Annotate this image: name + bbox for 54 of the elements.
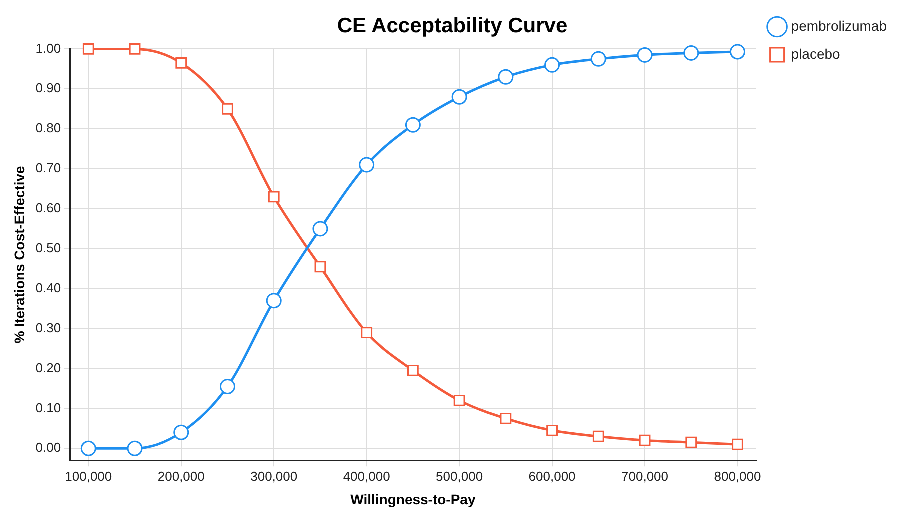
y-tick-label: 1.00 — [36, 40, 62, 56]
point — [359, 157, 375, 173]
x-tick-label: 800,000 — [714, 468, 762, 484]
x-tick-label: 600,000 — [528, 468, 576, 484]
y-tick-label: 0.00 — [36, 440, 62, 456]
point — [498, 69, 514, 85]
point — [730, 44, 746, 60]
point — [454, 394, 466, 406]
point — [732, 438, 744, 450]
x-tick-label: 700,000 — [622, 468, 669, 484]
y-tick-label: 0.30 — [36, 320, 62, 336]
point — [220, 378, 236, 394]
point — [544, 57, 560, 73]
point — [452, 89, 468, 105]
point — [312, 221, 328, 237]
point — [500, 412, 512, 424]
chart-title: CE Acceptability Curve — [337, 14, 568, 38]
y-tick-label: 0.70 — [36, 160, 62, 176]
point — [266, 293, 282, 309]
y-tick-label: 0.40 — [36, 280, 62, 296]
x-tick-label: 400,000 — [343, 468, 390, 484]
point — [176, 57, 188, 69]
point — [361, 327, 373, 338]
point — [268, 191, 280, 203]
point — [82, 44, 94, 55]
point — [80, 440, 96, 456]
y-tick-label: 0.90 — [36, 80, 62, 96]
point — [590, 51, 606, 67]
y-tick-label: 0.20 — [36, 360, 62, 376]
point — [314, 261, 326, 273]
point — [405, 117, 421, 133]
x-tick-label: 200,000 — [158, 468, 205, 484]
point — [684, 45, 700, 61]
point — [546, 424, 558, 436]
point — [639, 434, 651, 446]
y-tick-label: 0.50 — [36, 240, 62, 256]
point — [407, 365, 419, 376]
point — [222, 103, 234, 115]
y-tick-label: 0.80 — [36, 120, 62, 136]
point — [637, 47, 653, 63]
y-tick-label: 0.60 — [36, 200, 62, 216]
x-tick-label: 300,000 — [250, 468, 298, 484]
y-axis-title: % Iterations Cost-Effective — [11, 166, 28, 344]
point — [129, 44, 141, 55]
x-axis-title: Willingness-to-Pay — [350, 491, 476, 508]
point — [686, 436, 698, 448]
point — [174, 424, 190, 440]
y-tick-label: 0.10 — [36, 400, 62, 416]
x-tick-label: 500,000 — [436, 468, 484, 484]
legend-label: placebo — [791, 46, 841, 62]
point — [592, 430, 604, 442]
point — [127, 440, 143, 456]
x-tick-label: 100,000 — [65, 468, 112, 484]
legend-label: pembrolizumab — [791, 18, 888, 34]
